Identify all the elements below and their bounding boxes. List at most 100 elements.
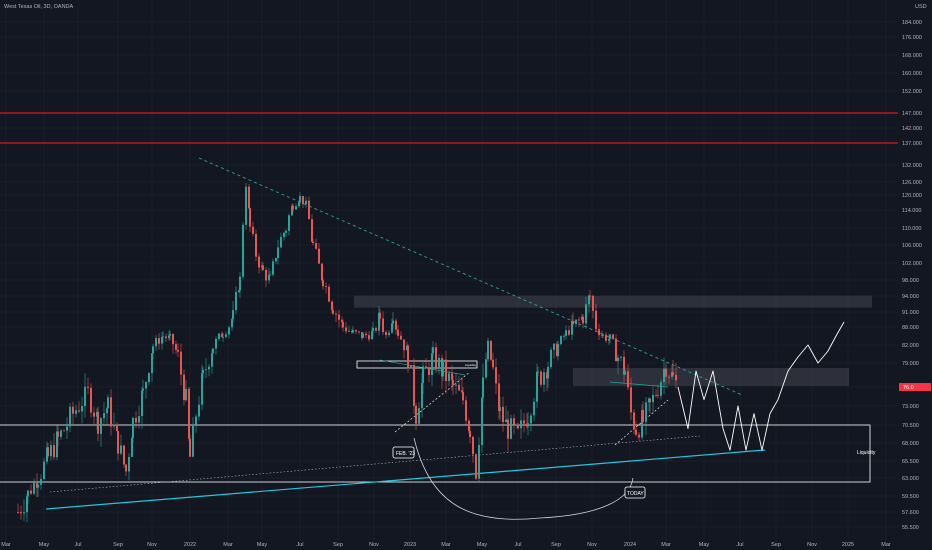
y-tick-label: 79.000 [902, 361, 919, 367]
y-tick-label: 152.000 [902, 89, 922, 95]
candle-body [158, 338, 160, 344]
candle-body [368, 335, 370, 340]
x-tick-label: Nov [807, 542, 817, 548]
candle-body [499, 406, 501, 411]
candle-body [305, 200, 307, 205]
y-tick-label: 137.000 [902, 141, 922, 147]
price-series [17, 183, 677, 523]
candle-body [318, 248, 320, 264]
horizontal-levels [0, 112, 898, 144]
dotted-trendline [49, 435, 701, 493]
candle-body [438, 357, 440, 369]
x-tick-label: 2023 [404, 542, 416, 548]
candle-body [560, 336, 562, 345]
candle-body [212, 348, 214, 354]
candle-body [472, 436, 474, 455]
candle-body [345, 327, 347, 332]
candle-body [633, 412, 635, 430]
y-tick-label: 160.000 [902, 71, 922, 77]
candle-body [482, 377, 484, 398]
candle-body [458, 384, 460, 391]
candle-body [469, 430, 471, 437]
candle-body [413, 365, 415, 406]
candle-body [27, 490, 29, 497]
candle-body [43, 461, 45, 479]
candle-body [277, 247, 279, 259]
candle-body [638, 434, 640, 438]
candle-body [37, 484, 39, 488]
x-tick-label: May [699, 542, 710, 548]
candle-body [557, 344, 559, 356]
x-tick-label: Mar [441, 542, 451, 548]
x-tick-label: Nov [587, 542, 597, 548]
ascending-trendline [45, 449, 766, 510]
x-tick-label: Sep [771, 542, 781, 548]
candle-body [455, 384, 457, 386]
candle-body [379, 312, 381, 319]
candle-body [201, 373, 203, 405]
candle-body [397, 329, 399, 336]
candle-body [93, 412, 95, 417]
candle-body [431, 353, 433, 375]
y-tick-label: 82.000 [902, 343, 919, 349]
wedge2-lower-line [614, 399, 669, 446]
candle-body [507, 419, 509, 439]
y-axis-panel [898, 0, 932, 550]
candle-body [291, 205, 293, 216]
projection-line [677, 321, 845, 451]
current-price-badge [899, 383, 931, 391]
candle-body [222, 336, 224, 338]
x-tick-label: Sep [333, 542, 343, 548]
y-tick-label: 65.500 [902, 459, 919, 465]
candle-body [362, 333, 364, 338]
candle-body [595, 310, 597, 330]
candle-body [69, 406, 71, 427]
candle-body [487, 340, 489, 360]
x-tick-label: Mar [881, 542, 891, 548]
candle-body [298, 202, 300, 207]
candle-body [665, 368, 667, 377]
candle-body [97, 411, 99, 434]
candle-body [231, 319, 233, 328]
candle-body [103, 413, 105, 419]
candle-body [152, 346, 154, 354]
candle-body [530, 415, 532, 424]
candle-body [299, 196, 301, 203]
candle-body [630, 387, 632, 413]
candle-body [180, 351, 182, 375]
candle-body [268, 275, 270, 281]
candle-body [462, 392, 464, 401]
candle-body [660, 382, 662, 396]
candle-body [568, 330, 570, 335]
x-tick-label: May [257, 542, 268, 548]
x-tick-label: Jul [296, 542, 303, 548]
candle-body [642, 410, 644, 422]
candle-body [502, 406, 504, 423]
x-tick-label: Sep [551, 542, 561, 548]
candle-body [655, 394, 657, 396]
y-tick-label: 68.000 [902, 441, 919, 447]
candle-body [481, 397, 483, 445]
candle-body [510, 418, 512, 439]
candle-body [338, 314, 340, 320]
candle-body [575, 319, 577, 324]
candle-body [348, 331, 350, 332]
candle-body [403, 339, 405, 351]
candle-body [365, 333, 367, 336]
candle-body [161, 336, 163, 344]
candle-body [452, 379, 454, 386]
candle-body [517, 424, 519, 429]
feb23-badge [392, 446, 415, 459]
candle-body [238, 290, 240, 293]
candle-body [605, 334, 607, 341]
candle-body [435, 347, 437, 369]
x-tick-label: Mar [223, 542, 233, 548]
candle-body [325, 286, 327, 288]
candle-body [388, 332, 390, 336]
candle-body [228, 327, 230, 335]
candle-body [185, 388, 187, 401]
candle-body [211, 353, 213, 367]
